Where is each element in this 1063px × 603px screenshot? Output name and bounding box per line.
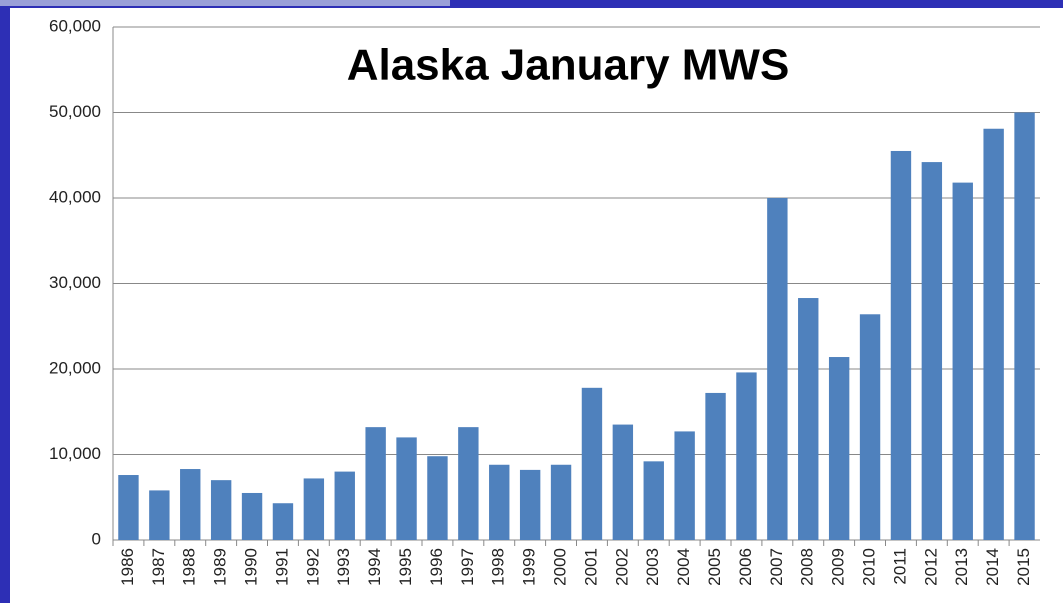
y-tick-label: 50,000 [49, 102, 101, 121]
x-tick-label: 1994 [365, 548, 384, 586]
bar [581, 387, 603, 540]
x-tick-label: 2009 [829, 548, 848, 586]
x-tick-label: 2010 [860, 548, 879, 586]
x-tick-label: 1998 [489, 548, 508, 586]
y-tick-label: 60,000 [49, 16, 101, 35]
bar [798, 298, 819, 540]
x-tick-label: 1989 [211, 548, 230, 586]
bar [303, 478, 325, 540]
x-tick-label: 1986 [118, 548, 137, 586]
bar [149, 490, 170, 540]
bar [736, 372, 757, 540]
bar [180, 469, 201, 540]
x-tick-label: 2005 [705, 548, 724, 586]
bar [365, 427, 386, 540]
bar [334, 471, 355, 540]
x-tick-label: 1991 [272, 548, 291, 586]
x-tick-label: 1996 [427, 548, 446, 586]
bar [921, 162, 943, 540]
y-tick-label: 40,000 [49, 187, 101, 206]
bar [705, 392, 726, 540]
x-tick-label: 2007 [767, 548, 786, 586]
x-tick-label: 1990 [242, 548, 261, 586]
x-tick-label: 1992 [303, 548, 322, 586]
y-tick-label: 10,000 [49, 444, 101, 463]
bar [210, 480, 232, 540]
bar [1014, 112, 1035, 540]
bar [643, 461, 664, 540]
bar [427, 456, 448, 540]
x-tick-label: 1999 [520, 548, 539, 586]
x-tick-label: 1988 [180, 548, 199, 586]
bar [519, 469, 541, 540]
bar [890, 150, 912, 540]
bar [674, 431, 695, 540]
x-tick-label: 2008 [798, 548, 817, 586]
bar [859, 314, 881, 540]
x-tick-label: 2000 [551, 548, 570, 586]
bar [952, 182, 973, 541]
y-tick-label: 20,000 [49, 358, 101, 377]
bar [489, 464, 510, 540]
x-tick-label: 2011 [890, 548, 909, 585]
x-tick-label: 2012 [921, 548, 940, 586]
slide-accent [0, 0, 450, 6]
bar [272, 503, 294, 540]
x-tick-label: 1997 [458, 548, 477, 586]
x-tick-label: 2014 [983, 548, 1002, 586]
x-tick-label: 1995 [396, 548, 415, 586]
bar [241, 492, 263, 540]
y-tick-label: 0 [92, 529, 101, 548]
bar [612, 424, 634, 540]
bar [118, 475, 139, 540]
bar [983, 128, 1004, 540]
x-tick-label: 2002 [612, 548, 631, 586]
x-tick-label: 1987 [149, 548, 168, 586]
y-tick-label: 30,000 [49, 273, 101, 292]
bar [767, 198, 788, 540]
x-tick-label: 1993 [334, 548, 353, 586]
bar [550, 464, 572, 540]
x-tick-label: 2013 [952, 548, 971, 586]
x-tick-label: 2003 [643, 548, 662, 586]
x-tick-label: 2004 [674, 548, 693, 586]
bar [396, 437, 417, 540]
x-tick-label: 2006 [736, 548, 755, 586]
x-tick-label: 2015 [1014, 548, 1033, 586]
x-tick-label: 2001 [581, 548, 600, 586]
bar [828, 357, 850, 540]
chart-title: Alaska January MWS [347, 41, 790, 90]
bar [458, 427, 479, 540]
